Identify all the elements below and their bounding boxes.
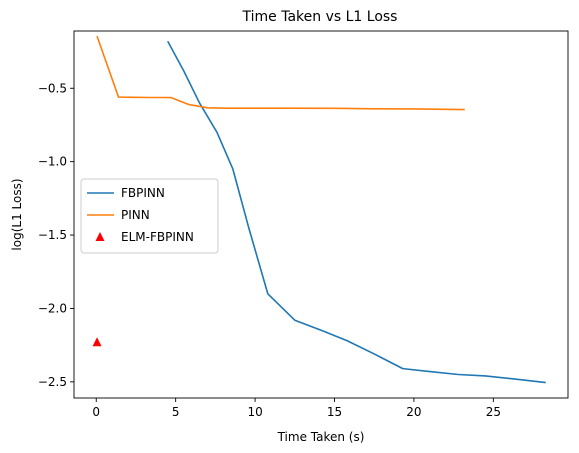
x-tick-label: 0 xyxy=(92,405,100,419)
y-tick-label: −2.5 xyxy=(38,375,67,389)
plot-frame xyxy=(73,30,569,399)
chart-title: Time Taken vs L1 Loss xyxy=(242,9,398,25)
series-point-elm-fbpinn xyxy=(92,337,102,347)
y-tick-label: −2.0 xyxy=(38,301,67,315)
x-tick-label: 10 xyxy=(247,405,262,419)
legend-swatch xyxy=(95,232,105,241)
y-tick-label: −1.5 xyxy=(38,228,67,242)
legend-label: ELM-FBPINN xyxy=(121,230,194,244)
y-axis-label: log(L1 Loss) xyxy=(10,178,24,250)
legend-box xyxy=(80,178,219,254)
y-tick-label: −0.5 xyxy=(38,81,67,95)
x-tick-label: 5 xyxy=(172,405,180,419)
x-tick-label: 15 xyxy=(327,405,342,419)
legend-label: PINN xyxy=(121,208,150,222)
legend-label: FBPINN xyxy=(121,186,165,200)
plot-area: 0 5 10 15 20 25 −2.5 −2.0 −1.5 −1.0 −0.5 xyxy=(38,35,546,419)
y-tick-label: −1.0 xyxy=(38,155,67,169)
x-axis-label: Time Taken (s) xyxy=(277,430,365,444)
x-tick-label: 20 xyxy=(406,405,421,419)
x-tick-label: 25 xyxy=(486,405,501,419)
series-line-pinn xyxy=(96,35,465,111)
series-line-fbpinn xyxy=(167,40,546,384)
legend: FBPINN PINN ELM-FBPINN xyxy=(80,178,219,254)
